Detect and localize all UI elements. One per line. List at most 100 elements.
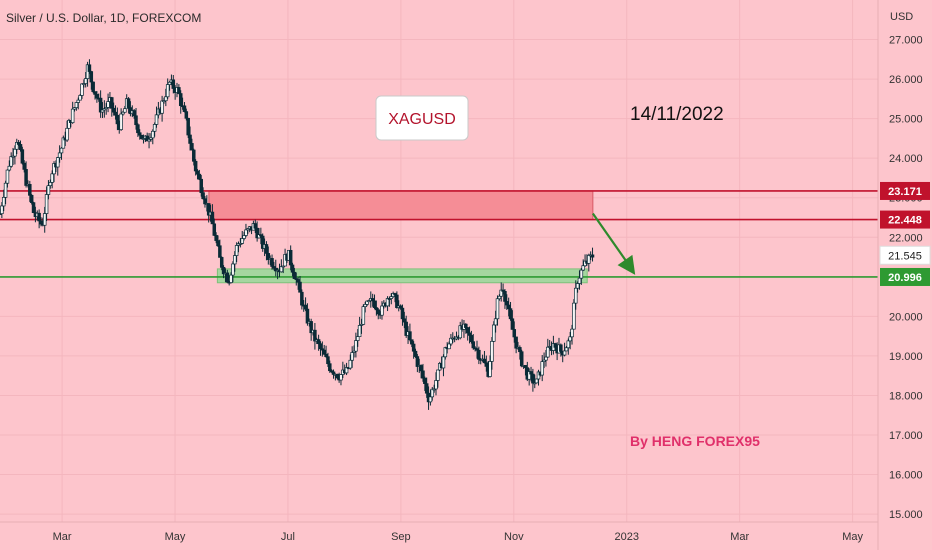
price-label-text: 20.996	[888, 272, 922, 284]
candle-body	[510, 318, 515, 330]
candle-body	[111, 107, 116, 113]
y-tick-label: 19.000	[889, 351, 923, 363]
candle-body	[413, 350, 418, 357]
candle	[313, 322, 317, 350]
candle	[355, 329, 360, 347]
ticker-text: XAGUSD	[388, 111, 456, 128]
candle-body	[564, 347, 569, 352]
candle	[20, 146, 25, 165]
candle-body	[531, 373, 535, 384]
candle	[59, 147, 64, 160]
candle-body	[214, 235, 218, 241]
candle	[134, 107, 138, 130]
horizontal-levels	[0, 190, 878, 278]
candle	[436, 369, 440, 388]
candle	[29, 194, 34, 205]
candle-body	[119, 113, 123, 130]
candle-body	[376, 309, 380, 315]
candle	[152, 122, 157, 137]
candle-body	[503, 291, 507, 302]
y-tick-label: 25.000	[889, 114, 923, 126]
candle	[5, 169, 10, 188]
candle-body	[13, 148, 17, 157]
price-label-box	[879, 245, 931, 265]
candle	[210, 204, 215, 225]
candle	[559, 343, 563, 357]
price-label-box	[880, 181, 930, 200]
candle	[171, 74, 176, 94]
candle-body	[570, 328, 574, 338]
candle-body	[56, 157, 60, 168]
candle	[119, 108, 123, 131]
candle-body	[184, 111, 189, 119]
candle-body	[326, 356, 330, 365]
candle-body	[318, 343, 323, 350]
candle-body	[28, 184, 32, 196]
candle	[201, 187, 205, 200]
candle-body	[0, 205, 4, 215]
price-labels: 23.171 22.448 21.545 20.996	[879, 181, 931, 286]
candle-body	[587, 255, 591, 264]
candle	[519, 349, 524, 368]
candle-body	[240, 238, 244, 244]
candle-body	[29, 194, 34, 203]
candle-body	[579, 269, 584, 279]
candle	[288, 245, 293, 271]
candle-body	[264, 244, 269, 254]
candle-body	[380, 305, 384, 316]
candle	[115, 107, 120, 131]
candle-body	[190, 143, 194, 151]
time-axis[interactable]: Mar May Jul Sep Nov 2023 Mar May	[53, 531, 864, 543]
candle-body	[37, 212, 41, 222]
candle-body	[400, 307, 405, 320]
candle-body	[534, 378, 539, 384]
candle-body	[574, 287, 578, 304]
candle-body	[419, 365, 423, 372]
candle	[518, 345, 522, 360]
candle-body	[193, 160, 198, 172]
x-tick-label: 2023	[614, 531, 638, 543]
candle-body	[290, 264, 295, 273]
candle-body	[50, 173, 54, 183]
price-label-text: 21.545	[888, 250, 922, 262]
candle-body	[106, 101, 110, 108]
candle-body	[199, 178, 203, 194]
candle-body	[42, 213, 47, 226]
candle	[471, 334, 476, 350]
candle-body	[350, 352, 354, 361]
candle	[281, 265, 285, 274]
candle-body	[324, 353, 328, 358]
candle-body	[313, 329, 317, 342]
candle	[3, 180, 8, 205]
candle	[447, 341, 451, 350]
x-tick-label: May	[842, 531, 863, 543]
candle-body	[361, 306, 366, 325]
candle	[136, 123, 140, 137]
candle-body	[365, 300, 369, 305]
candle-body	[212, 223, 217, 236]
y-tick-label: 18.000	[889, 390, 923, 402]
price-label-text: 23.171	[888, 186, 922, 198]
candle	[192, 148, 196, 166]
candle	[464, 323, 468, 334]
candle-body	[152, 124, 157, 132]
candle	[184, 108, 189, 121]
candle-body	[216, 240, 220, 247]
candle-body	[436, 369, 440, 381]
candle-body	[74, 102, 79, 108]
candle	[326, 352, 330, 367]
candle-body	[428, 396, 433, 403]
candle-body	[44, 194, 49, 214]
candle-body	[89, 71, 94, 83]
y-tick-label: 27.000	[889, 35, 923, 47]
arrow-head	[617, 254, 636, 275]
candle	[579, 268, 584, 285]
y-tick-label: 22.000	[889, 232, 923, 244]
date-annotation: 14/11/2022	[630, 104, 724, 125]
candle-body	[458, 325, 462, 339]
candle	[344, 362, 349, 376]
candle-body	[421, 370, 425, 379]
candle	[533, 374, 537, 389]
candle	[44, 186, 49, 222]
